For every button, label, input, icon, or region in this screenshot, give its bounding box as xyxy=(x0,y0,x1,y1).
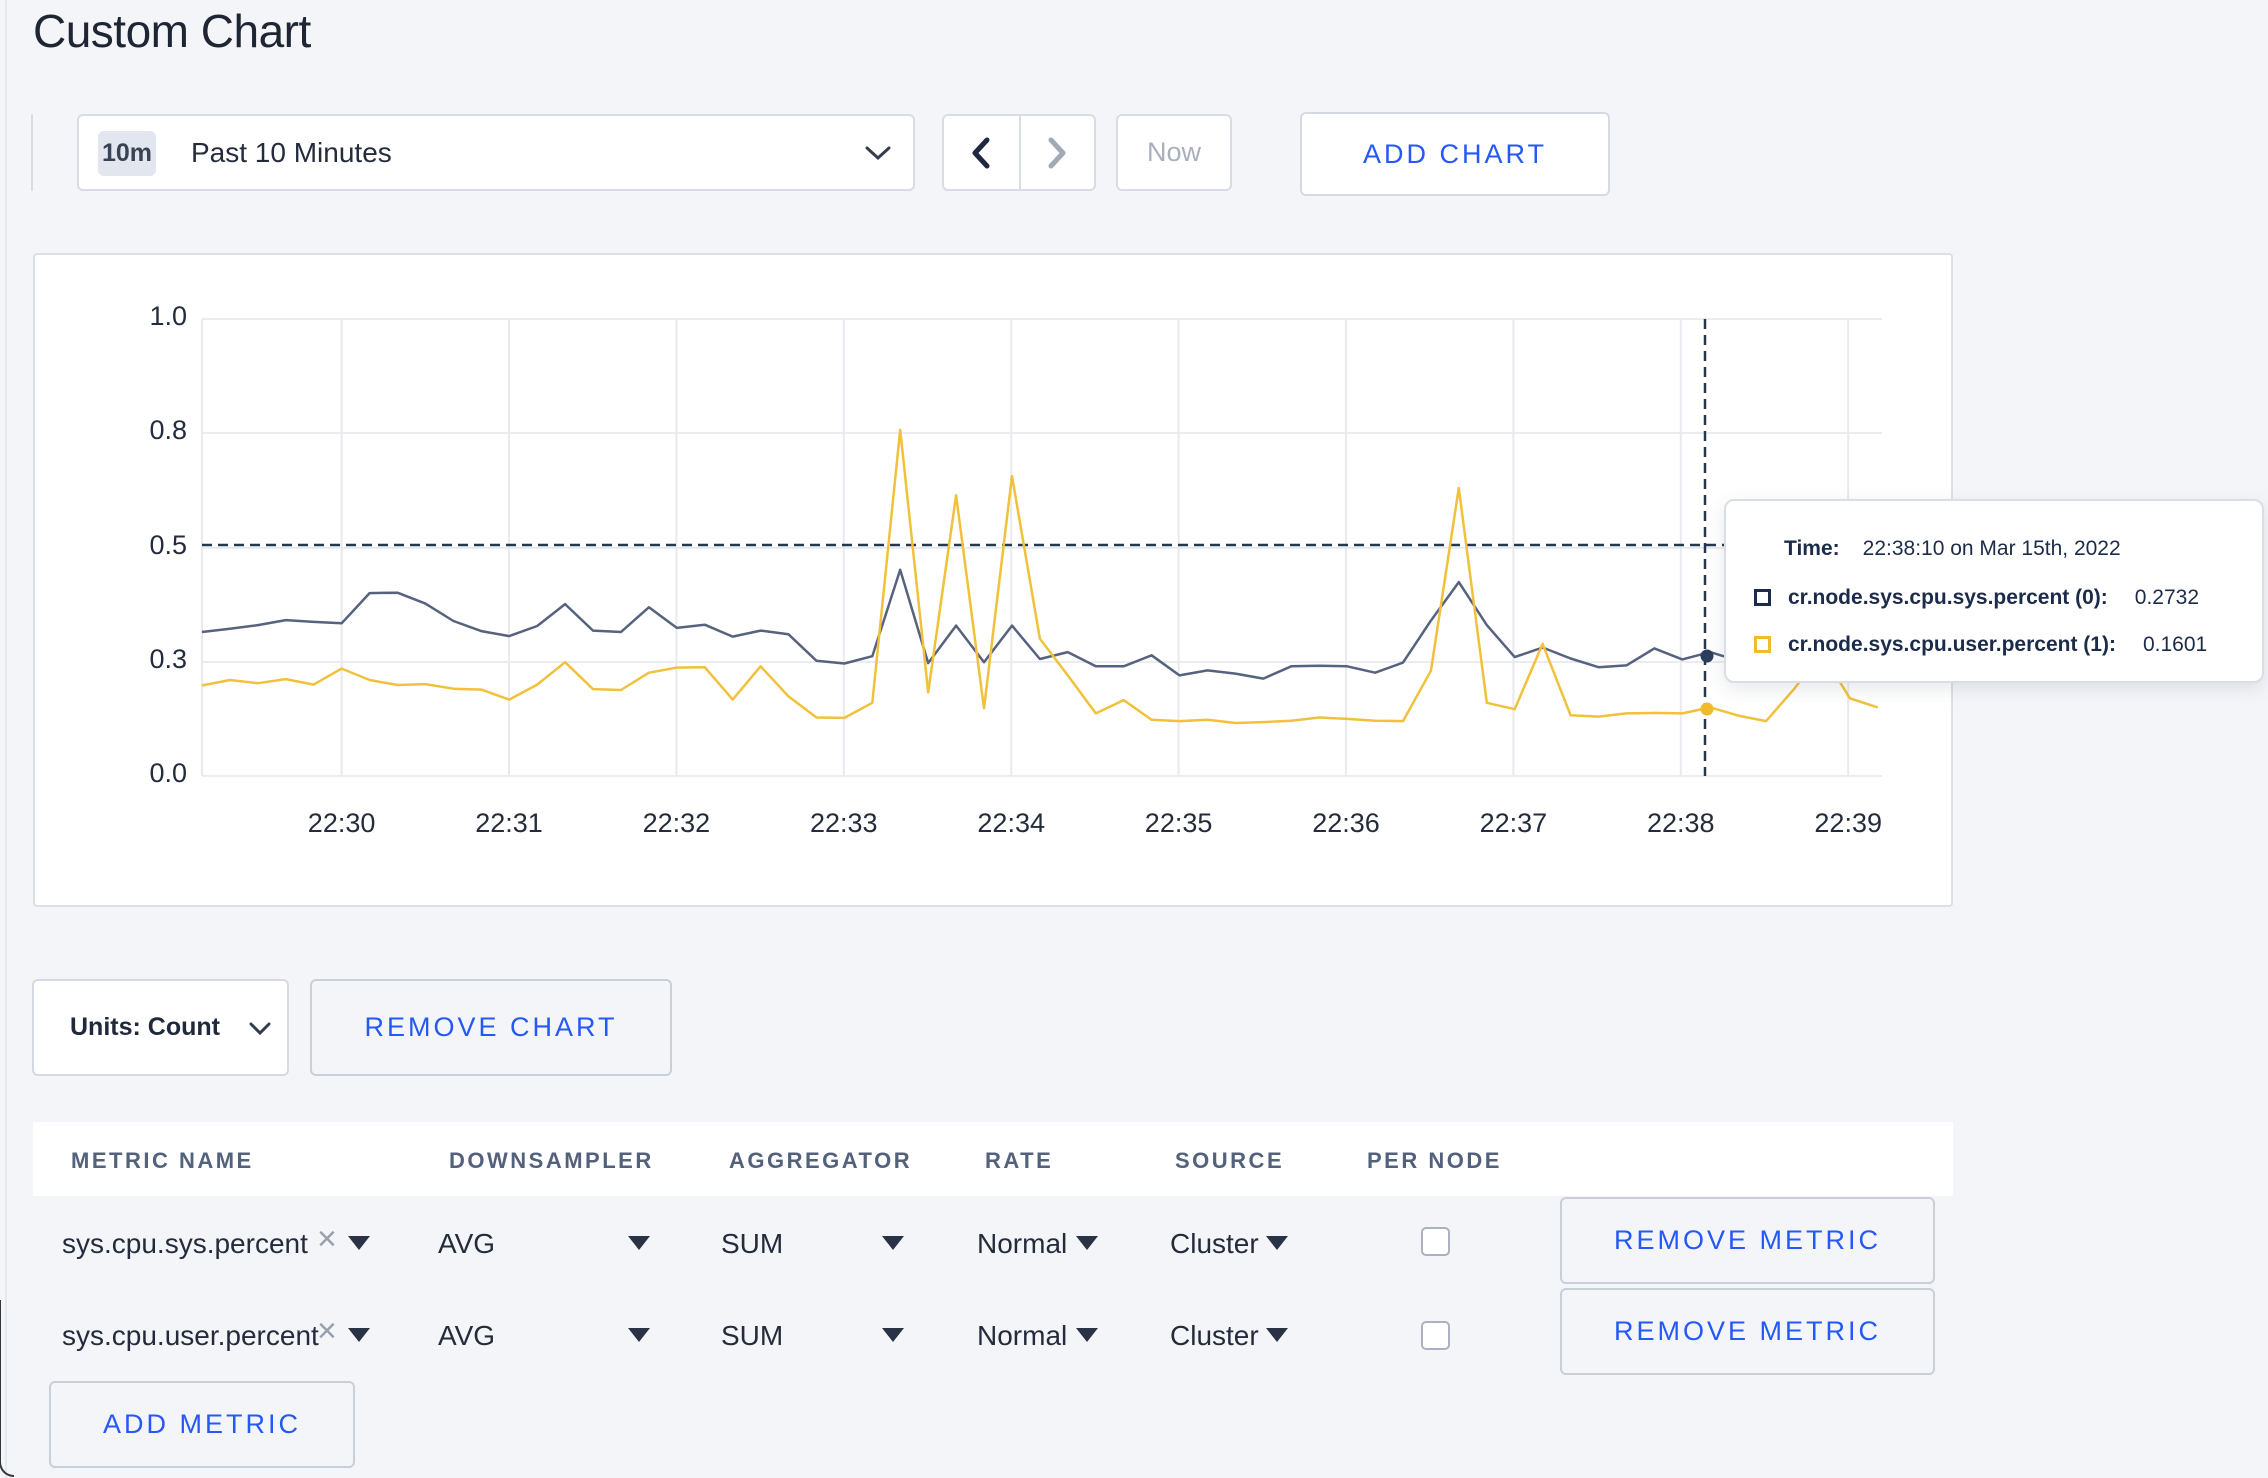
svg-text:22:37: 22:37 xyxy=(1480,808,1548,838)
svg-text:22:35: 22:35 xyxy=(1145,808,1213,838)
svg-text:22:33: 22:33 xyxy=(810,808,878,838)
svg-text:0.3: 0.3 xyxy=(149,644,187,674)
svg-text:22:31: 22:31 xyxy=(475,808,543,838)
svg-text:22:36: 22:36 xyxy=(1312,808,1380,838)
svg-text:0.0: 0.0 xyxy=(149,758,187,788)
svg-text:22:38: 22:38 xyxy=(1647,808,1715,838)
svg-text:0.8: 0.8 xyxy=(149,415,187,445)
svg-text:0.5: 0.5 xyxy=(149,530,187,560)
svg-text:22:34: 22:34 xyxy=(977,808,1045,838)
svg-text:22:30: 22:30 xyxy=(308,808,376,838)
svg-text:22:32: 22:32 xyxy=(643,808,711,838)
svg-text:22:39: 22:39 xyxy=(1814,808,1882,838)
svg-text:1.0: 1.0 xyxy=(149,301,187,331)
